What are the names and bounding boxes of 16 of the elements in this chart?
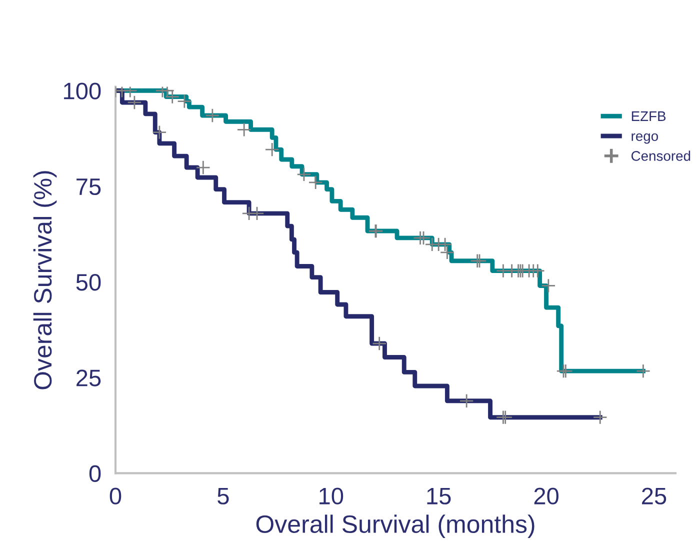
- x-tick-label: 25: [642, 488, 666, 504]
- legend-label: rego: [632, 133, 658, 144]
- x-tick-label: 5: [218, 488, 229, 504]
- legend-label: EZFB: [632, 111, 666, 121]
- x-tick-label: 10: [320, 488, 344, 504]
- x-tick-label: 15: [427, 488, 451, 504]
- y-tick-label: 100: [64, 82, 101, 100]
- y-tick-label: 25: [76, 370, 101, 386]
- x-axis-title: Overall Survival (months): [256, 514, 534, 538]
- y-axis-title: Overall Survival (%): [33, 171, 57, 390]
- y-tick-label: 0: [89, 465, 101, 482]
- x-tick-label: 20: [534, 488, 558, 504]
- y-tick-label: 50: [76, 274, 101, 291]
- x-tick-label: 0: [110, 488, 122, 504]
- legend-label: Censored: [631, 150, 690, 161]
- y-tick-label: 75: [76, 178, 101, 196]
